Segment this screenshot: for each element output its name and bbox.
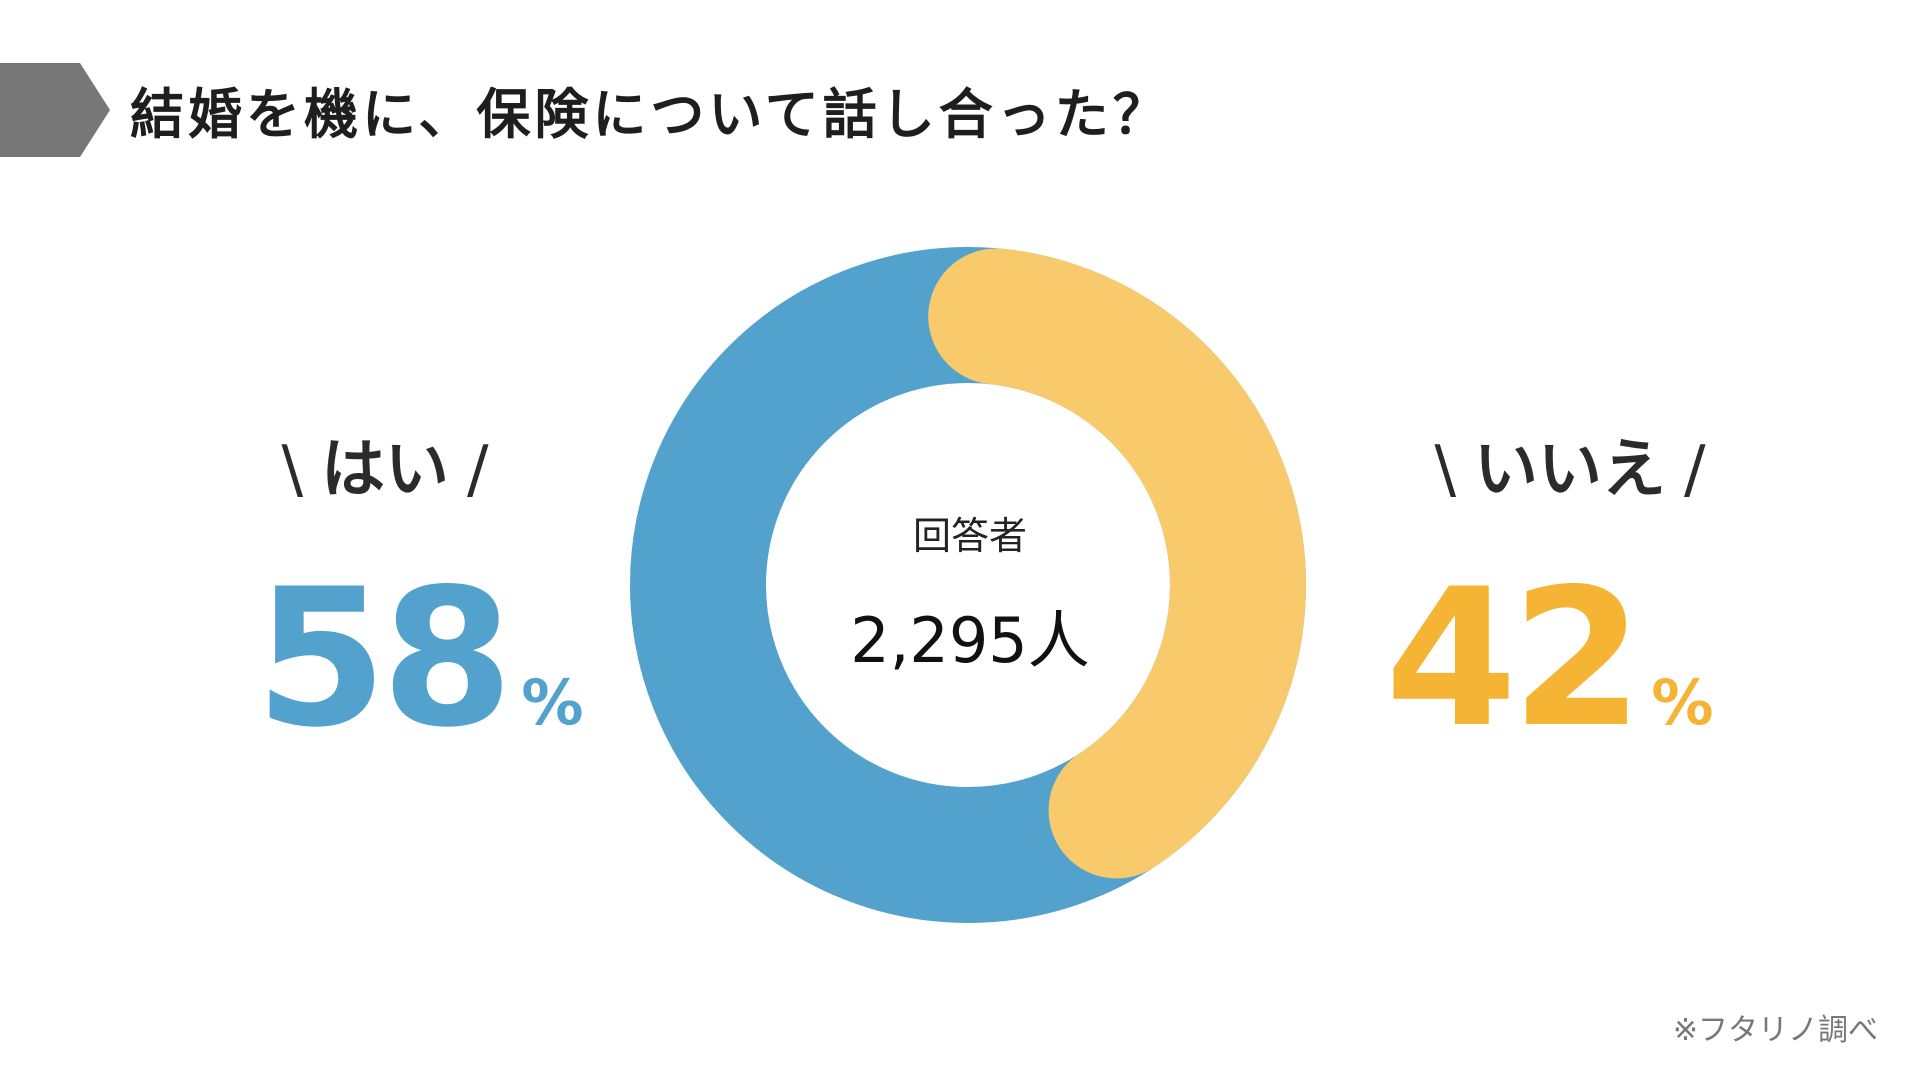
respondents-count: 2,295人 xyxy=(850,604,1090,677)
title-marker-arrow xyxy=(0,63,110,157)
slash-left: \ xyxy=(281,433,303,507)
respondents-label: 回答者 xyxy=(912,514,1027,558)
yes-label-text: はい xyxy=(321,433,449,507)
source-note: ※フタリノ調べ xyxy=(1672,1013,1878,1048)
no-label: \ いいえ / xyxy=(1400,418,1740,510)
page-title: 結婚を機に、保険について話し合った？ xyxy=(130,83,1171,146)
no-percentage-unit: % xyxy=(1651,666,1714,739)
no-label-text: いいえ xyxy=(1474,433,1666,507)
slash-right: / xyxy=(1684,433,1706,507)
slash-right: / xyxy=(467,433,489,507)
donut-slice-no xyxy=(928,248,1306,879)
no-percentage: 42% xyxy=(1385,548,1714,769)
no-percentage-value: 42 xyxy=(1385,548,1643,769)
yes-percentage: 58% xyxy=(255,548,584,769)
yes-percentage-value: 58 xyxy=(255,548,513,769)
yes-percentage-unit: % xyxy=(521,666,584,739)
slash-left: \ xyxy=(1434,433,1456,507)
yes-label: \ はい / xyxy=(255,418,515,510)
